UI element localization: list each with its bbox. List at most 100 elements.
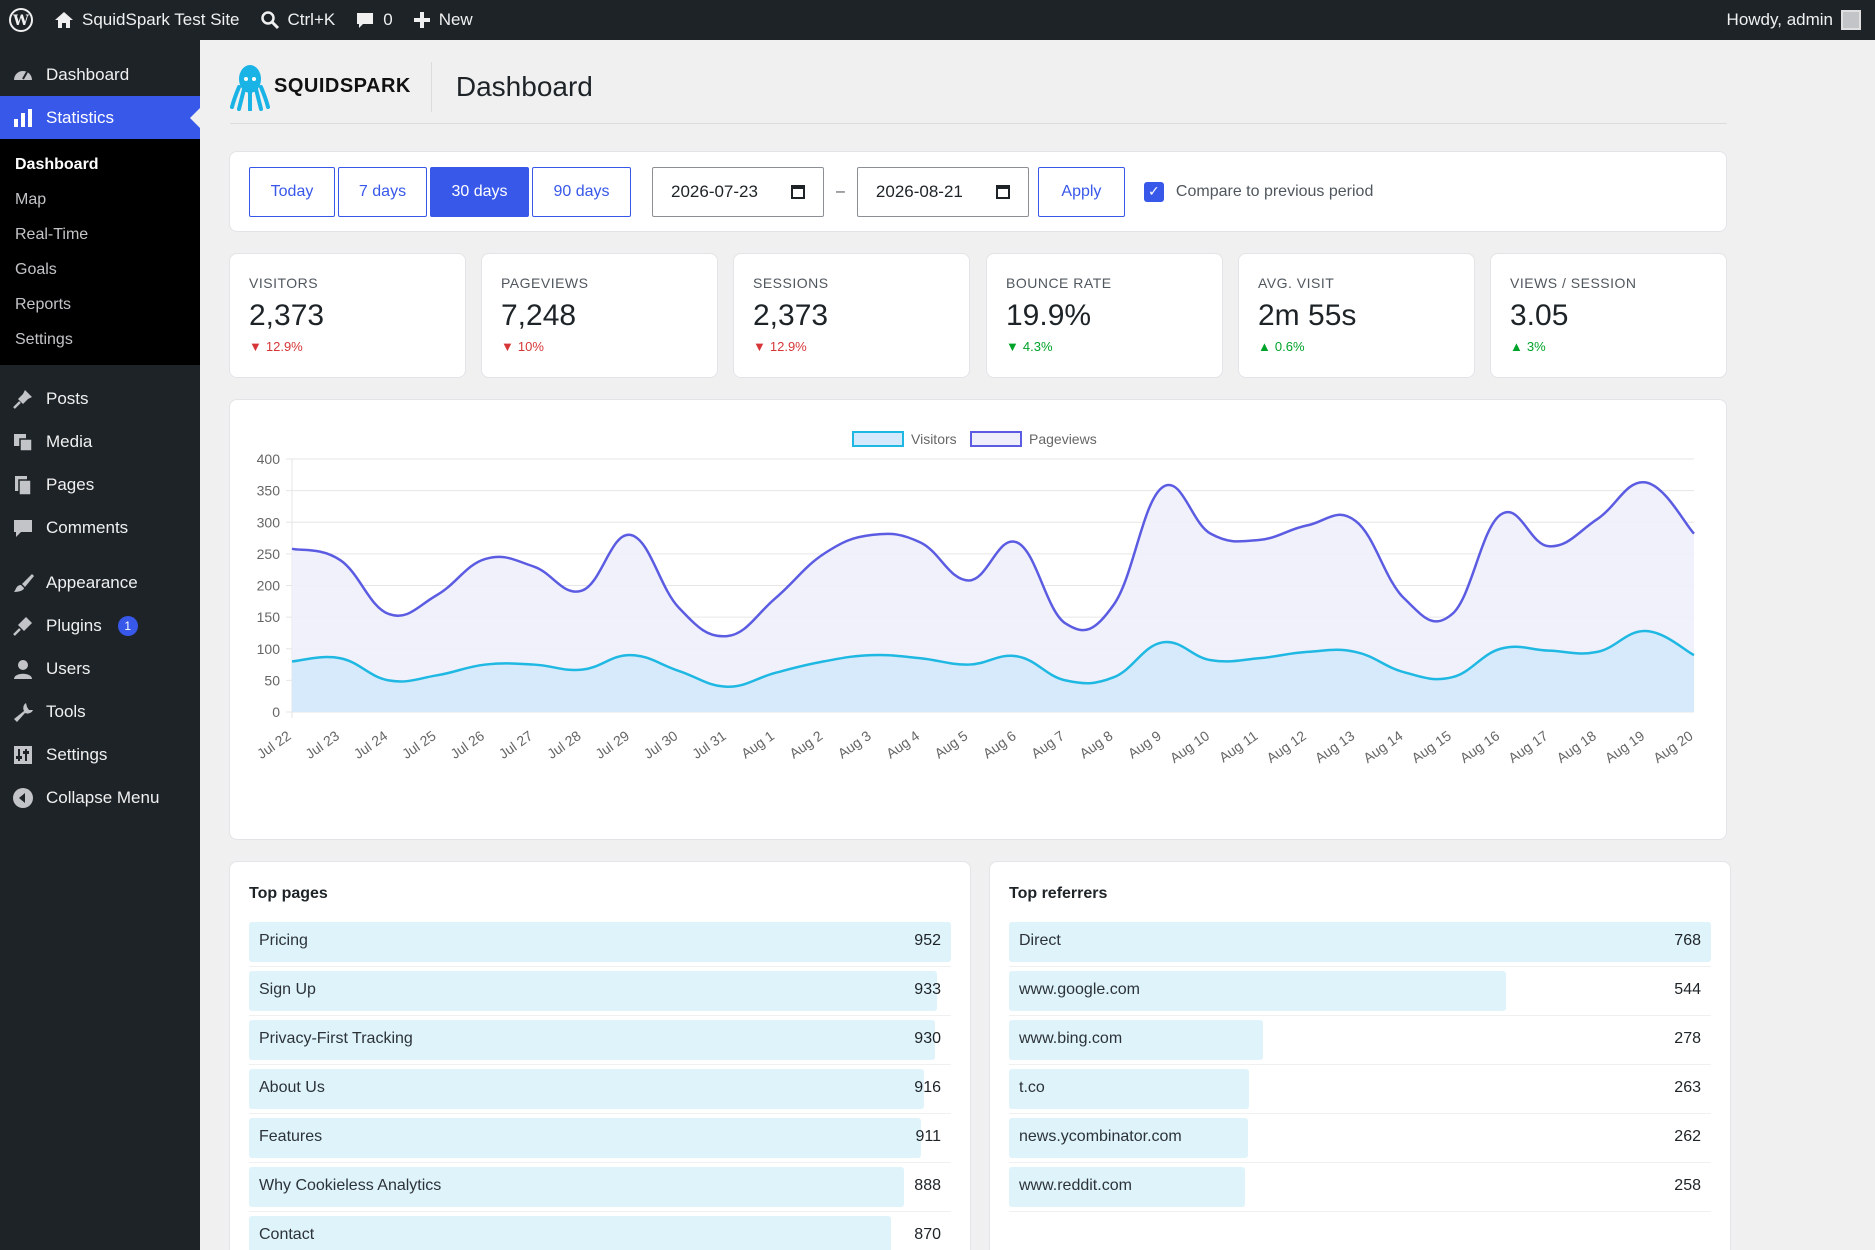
sidebar-item-statistics[interactable]: Statistics [0, 96, 200, 139]
pageviews-point[interactable] [1208, 531, 1214, 537]
submenu-real-time[interactable]: Real-Time [15, 225, 89, 243]
pageviews-point[interactable] [627, 532, 633, 538]
apply-button[interactable]: Apply [1037, 166, 1125, 217]
calendar-icon[interactable] [791, 184, 805, 199]
pageviews-point[interactable] [869, 532, 875, 538]
top-referrer-row[interactable]: www.reddit.com 258 [1009, 1163, 1711, 1212]
comments-link[interactable]: 0 [345, 0, 402, 40]
visitors-point[interactable] [1546, 648, 1552, 654]
sidebar-item-posts[interactable]: Posts [0, 377, 200, 420]
pageviews-point[interactable] [1643, 479, 1649, 485]
pageviews-point[interactable] [966, 577, 972, 583]
visitors-point[interactable] [1014, 653, 1020, 659]
submenu-reports[interactable]: Reports [15, 295, 72, 313]
visitors-point[interactable] [821, 658, 827, 664]
pageviews-point[interactable] [1449, 611, 1455, 617]
sidebar-item-plugins[interactable]: Plugins 1 [0, 604, 200, 647]
visitors-point[interactable] [1498, 646, 1504, 652]
sidebar-item-users[interactable]: Users [0, 647, 200, 690]
top-referrer-row[interactable]: t.co 263 [1009, 1065, 1711, 1114]
pageviews-point[interactable] [821, 551, 827, 557]
visitors-point[interactable] [1208, 657, 1214, 663]
top-page-row[interactable]: Features 911 [249, 1114, 951, 1163]
visitors-point[interactable] [1159, 639, 1165, 645]
pageviews-point[interactable] [1256, 537, 1262, 543]
visitors-point[interactable] [1691, 652, 1697, 658]
pageviews-point[interactable] [337, 557, 343, 563]
pageviews-point[interactable] [482, 556, 488, 562]
site-name-link[interactable]: SquidSpark Test Site [44, 0, 250, 40]
pageviews-point[interactable] [531, 564, 537, 570]
visitors-point[interactable] [966, 662, 972, 668]
visitors-point[interactable] [1304, 649, 1310, 655]
pageviews-point[interactable] [676, 605, 682, 611]
search-shortcut-button[interactable]: Ctrl+K [250, 0, 346, 40]
visitors-point[interactable] [1449, 674, 1455, 680]
visitors-point[interactable] [869, 652, 875, 658]
submenu-settings[interactable]: Settings [15, 330, 73, 348]
pageviews-point[interactable] [434, 592, 440, 598]
pageviews-point[interactable] [772, 595, 778, 601]
visitors-point[interactable] [676, 668, 682, 674]
visitors-point[interactable] [1353, 649, 1359, 655]
pageviews-point[interactable] [724, 633, 730, 639]
top-page-row[interactable]: Contact 870 [249, 1212, 951, 1250]
pageviews-point[interactable] [1111, 601, 1117, 607]
pageviews-point[interactable] [1498, 512, 1504, 518]
range-today-button[interactable]: Today [249, 166, 335, 217]
top-page-row[interactable]: Pricing 952 [249, 918, 951, 967]
visitors-point[interactable] [1063, 677, 1069, 683]
top-page-row[interactable]: Sign Up 933 [249, 967, 951, 1016]
sidebar-item-comments[interactable]: Comments [0, 506, 200, 549]
pageviews-point[interactable] [1691, 531, 1697, 537]
visitors-point[interactable] [1111, 674, 1117, 680]
pageviews-point[interactable] [1401, 595, 1407, 601]
visitors-point[interactable] [772, 670, 778, 676]
pageviews-point[interactable] [1304, 522, 1310, 528]
start-date-input[interactable]: 2026-07-23 [652, 166, 824, 217]
visitors-point[interactable] [531, 662, 537, 668]
pageviews-point[interactable] [1014, 539, 1020, 545]
pageviews-point[interactable] [1546, 543, 1552, 549]
visitors-point[interactable] [482, 662, 488, 668]
wordpress-logo-button[interactable]: W [0, 0, 44, 40]
submenu-goals[interactable]: Goals [15, 260, 57, 278]
sidebar-item-dashboard[interactable]: Dashboard [0, 53, 200, 96]
pageviews-point[interactable] [1594, 516, 1600, 522]
compare-checkbox[interactable]: ✓ [1143, 181, 1164, 202]
calendar-icon[interactable] [995, 184, 1010, 199]
pageviews-point[interactable] [579, 588, 585, 594]
visitors-point[interactable] [337, 655, 343, 661]
visitors-point[interactable] [434, 672, 440, 678]
traffic-chart[interactable]: 0 50 100 150 200 250 300 350 400 Jul 22 Jul 23 Jul … [230, 400, 1728, 841]
pageviews-point[interactable] [289, 546, 295, 552]
visitors-point[interactable] [724, 684, 730, 690]
visitors-point[interactable] [1643, 628, 1649, 634]
top-referrer-row[interactable]: www.google.com 544 [1009, 967, 1711, 1016]
top-page-row[interactable]: Why Cookieless Analytics 888 [249, 1163, 951, 1212]
top-referrer-row[interactable]: Direct 768 [1009, 918, 1711, 967]
range-7-days-button[interactable]: 7 days [338, 166, 427, 217]
sidebar-item-appearance[interactable]: Appearance [0, 561, 200, 604]
visitors-point[interactable] [1594, 649, 1600, 655]
pageviews-point[interactable] [386, 611, 392, 617]
visitors-point[interactable] [386, 677, 392, 683]
submenu-dashboard[interactable]: Dashboard [15, 155, 99, 173]
submenu-map[interactable]: Map [15, 190, 47, 208]
pageviews-point[interactable] [917, 539, 923, 545]
compare-checkbox-row[interactable]: ✓ Compare to previous period [1143, 181, 1373, 202]
new-content-button[interactable]: New [403, 0, 483, 40]
range-30-days-button[interactable]: 30 days [430, 166, 529, 217]
account-menu[interactable]: Howdy, admin [1717, 0, 1875, 40]
collapse-menu-button[interactable]: Collapse Menu [0, 776, 200, 819]
pageviews-line[interactable] [291, 481, 1695, 638]
visitors-point[interactable] [917, 655, 923, 661]
sidebar-item-media[interactable]: Media [0, 420, 200, 463]
visitors-point[interactable] [1401, 669, 1407, 675]
top-referrer-row[interactable]: www.bing.com 278 [1009, 1016, 1711, 1065]
pageviews-point[interactable] [1063, 620, 1069, 626]
top-page-row[interactable]: Privacy-First Tracking 930 [249, 1016, 951, 1065]
sidebar-item-pages[interactable]: Pages [0, 463, 200, 506]
end-date-input[interactable]: 2026-08-21 [856, 166, 1029, 217]
pageviews-point[interactable] [1159, 484, 1165, 490]
